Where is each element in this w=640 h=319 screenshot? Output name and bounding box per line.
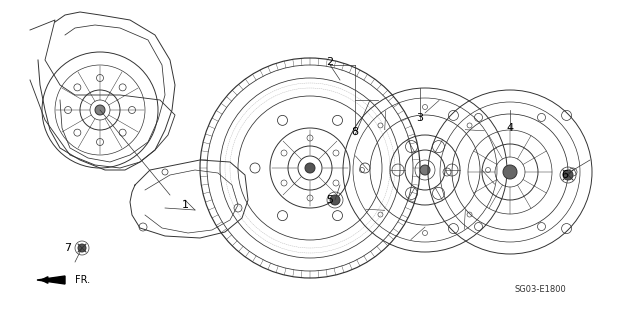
Text: 2: 2 [326, 57, 333, 67]
Circle shape [78, 244, 86, 252]
Circle shape [563, 170, 573, 180]
Text: 7: 7 [65, 243, 72, 253]
Text: 5: 5 [326, 195, 333, 205]
Text: 3: 3 [417, 113, 424, 123]
Text: FR.: FR. [75, 275, 90, 285]
Text: 8: 8 [351, 127, 358, 137]
Circle shape [305, 163, 315, 173]
Text: 4: 4 [506, 123, 513, 133]
Polygon shape [37, 276, 65, 284]
Text: 1: 1 [182, 200, 189, 210]
Text: SG03-E1800: SG03-E1800 [514, 286, 566, 294]
Text: 6: 6 [561, 170, 568, 180]
Circle shape [95, 105, 105, 115]
Circle shape [420, 165, 430, 175]
Circle shape [503, 165, 517, 179]
Circle shape [330, 195, 340, 205]
